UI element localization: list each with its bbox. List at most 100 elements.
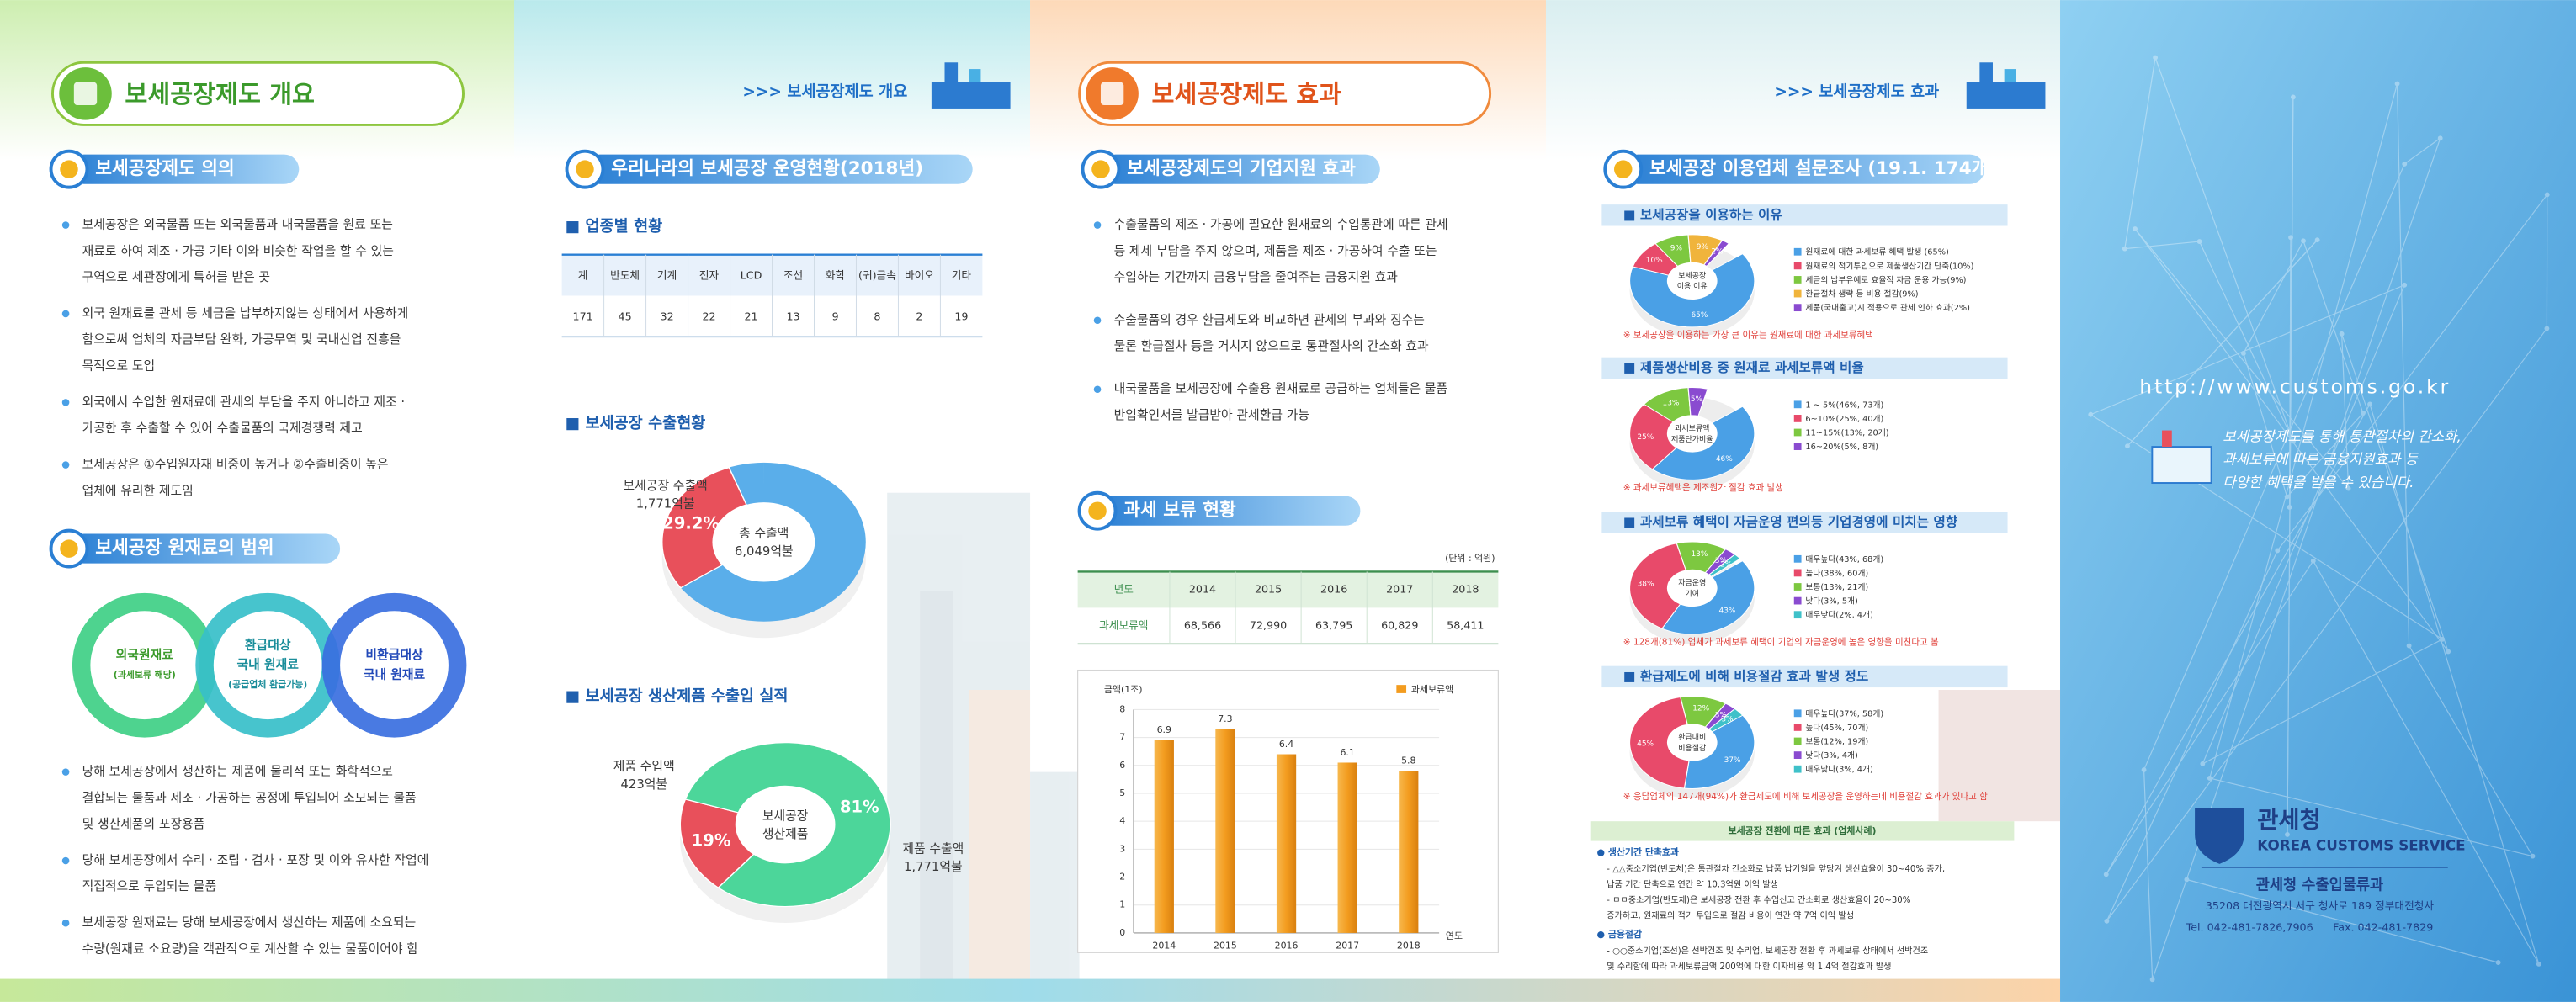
net-dot xyxy=(2301,238,2306,244)
case-line: 납품 기간 단축으로 연간 약 10.3억원 이익 발생 xyxy=(1607,879,1778,889)
legend-swatch xyxy=(1793,751,1802,759)
net-dot xyxy=(2402,282,2408,288)
slice-label: 9% xyxy=(1697,243,1709,252)
section-bar xyxy=(1623,154,1985,184)
section-icon-core xyxy=(1091,160,1110,178)
net-line xyxy=(2209,83,2398,779)
case-head: ● 생산기간 단축효과 xyxy=(1597,846,1680,857)
net-line xyxy=(2276,194,2548,551)
donut-center: 보세공장 xyxy=(762,808,809,823)
donut-hole xyxy=(736,786,835,863)
bullet-dot xyxy=(61,768,70,776)
cover-message: 다양한 혜택을 받을 수 있습니다. xyxy=(2223,474,2414,490)
net-line xyxy=(2134,228,2350,489)
bullet-text: 내국물품을 보세공장에 수출용 원재료로 공급하는 업체들은 물품 xyxy=(1114,382,1448,396)
table-header: 전자 xyxy=(699,269,720,282)
donut-hole xyxy=(713,502,815,582)
section-icon-core xyxy=(60,539,78,558)
case-line: - ○○중소기업(조선)은 선박건조 및 수리업, 보세공장 전환 후 과세보류… xyxy=(1607,945,1928,956)
legend-swatch xyxy=(1793,400,1802,409)
bar xyxy=(1399,771,1419,933)
table-cell: 21 xyxy=(744,310,757,322)
segment-caption: 423억불 xyxy=(620,777,667,792)
net-line xyxy=(2143,770,2154,980)
table-header: LCD xyxy=(741,269,762,282)
bullet-text: 수출물품의 제조 · 가공에 필요한 원재료의 수입통관에 따른 관세 xyxy=(1114,218,1448,232)
net-dot xyxy=(2184,877,2190,883)
y-tick-label: 7 xyxy=(1119,732,1125,743)
net-line xyxy=(2243,353,2288,497)
net-line xyxy=(2287,97,2294,835)
net-dot xyxy=(2437,135,2443,141)
net-line xyxy=(2124,57,2156,249)
legend-label: 매우높다(37%, 58개) xyxy=(1805,708,1883,718)
title-tab xyxy=(1078,61,1492,126)
value-label: 7.3 xyxy=(1218,713,1232,724)
section-bar xyxy=(1100,154,1380,184)
slice-label: 9% xyxy=(1670,245,1683,253)
bullet-text: 보세공장은 ①수입원자재 비중이 높거나 ②수출비중이 높은 xyxy=(82,458,389,472)
survey-title: ■ 환급제도에 비해 비용절감 효과 발생 정도 xyxy=(1623,668,1868,684)
net-dot xyxy=(2285,831,2290,837)
pie-center: 자금운영 xyxy=(1678,579,1706,588)
table-cell: 2 xyxy=(916,310,922,322)
scope-label: (과세보류 해당) xyxy=(114,668,176,680)
table-cell: 68,566 xyxy=(1184,618,1221,631)
slice-label: 2% xyxy=(1720,560,1733,569)
slice-label: 13% xyxy=(1663,399,1680,407)
segment-caption: 1,771억불 xyxy=(636,496,695,511)
case-head: ● 금융절감 xyxy=(1597,928,1643,940)
survey-title: ■ 제품생산비용 중 원재료 과세보류액 비율 xyxy=(1623,359,1864,375)
net-dot xyxy=(2122,246,2127,252)
net-line xyxy=(2090,284,2405,416)
section-bar xyxy=(1097,496,1361,526)
net-line xyxy=(2090,414,2443,640)
net-dot xyxy=(2200,761,2206,766)
scope-label: 비환급대상 xyxy=(365,647,423,662)
table-header: 화학 xyxy=(826,269,846,282)
bullet-dot xyxy=(1093,385,1102,394)
bullet-text: 등 제세 부담을 주지 않으며, 제품을 제조 · 가공하여 수출 또는 xyxy=(1114,244,1437,258)
bottom-strip xyxy=(0,978,2061,1002)
agency-name: 관세청 xyxy=(2257,808,2320,834)
case-header xyxy=(1590,821,2015,841)
net-dot xyxy=(2104,918,2110,924)
back-cover-bg xyxy=(2060,0,2576,1002)
title-icon-mark xyxy=(73,82,98,106)
pie-hole xyxy=(1667,262,1718,300)
pie-hole xyxy=(1667,724,1718,761)
pie-center: 비용절감 xyxy=(1678,743,1706,753)
segment-caption: 1,771억불 xyxy=(904,860,963,874)
table-cell: 60,829 xyxy=(1381,618,1418,631)
pie-center: 환급대비 xyxy=(1678,732,1706,742)
section-heading: 보세공장제도의 기업지원 효과 xyxy=(1127,158,1356,179)
net-dot xyxy=(2125,443,2130,449)
legend-label: 6~10%(25%, 40개) xyxy=(1805,414,1883,424)
fax: Fax. 042-481-7829 xyxy=(2333,921,2433,934)
slice-label: 12% xyxy=(1692,705,1709,713)
net-line xyxy=(2409,645,2534,856)
bullet-text: 보세공장은 외국물품 또는 외국물품과 내국물품을 원료 또는 xyxy=(82,218,393,232)
legend-label: 보통(12%, 19개) xyxy=(1805,736,1868,746)
net-dot xyxy=(2240,350,2246,356)
slice-label: 10% xyxy=(1646,257,1663,265)
section-bar xyxy=(68,533,341,564)
agency-name-en: KOREA CUSTOMS SERVICE xyxy=(2257,836,2465,853)
case-line: 및 수리함에 따라 과세보류금액 200억에 대한 이자비용 약 1.4억 절감… xyxy=(1607,961,1891,972)
bullet-text: 외국에서 수입한 원재료에 관세의 부담을 주지 아니하고 제조 · xyxy=(82,395,405,409)
section-icon-core xyxy=(60,160,78,178)
x-tick-label: 2018 xyxy=(1397,941,1421,952)
net-dot xyxy=(2495,960,2501,966)
slice-label: 3% xyxy=(1721,716,1734,724)
survey-pie xyxy=(1628,387,1755,480)
legend-swatch xyxy=(1793,554,1802,563)
net-dot xyxy=(2402,161,2408,167)
table-cell: 19 xyxy=(954,310,968,322)
bullet-text: 함으로써 업체의 자금부담 완화, 가공무역 및 국내산업 진흥을 xyxy=(82,331,401,347)
address: 35208 대전광역시 서구 청사로 189 정부대전청사 xyxy=(2206,899,2435,912)
section-heading: 보세공장제도 의의 xyxy=(95,158,234,179)
section-heading: 우리나라의 보세공장 운영현황(2018년) xyxy=(611,158,923,179)
table-cell: 8 xyxy=(874,310,880,322)
net-dot xyxy=(2275,548,2281,554)
net-dot xyxy=(2153,55,2159,61)
